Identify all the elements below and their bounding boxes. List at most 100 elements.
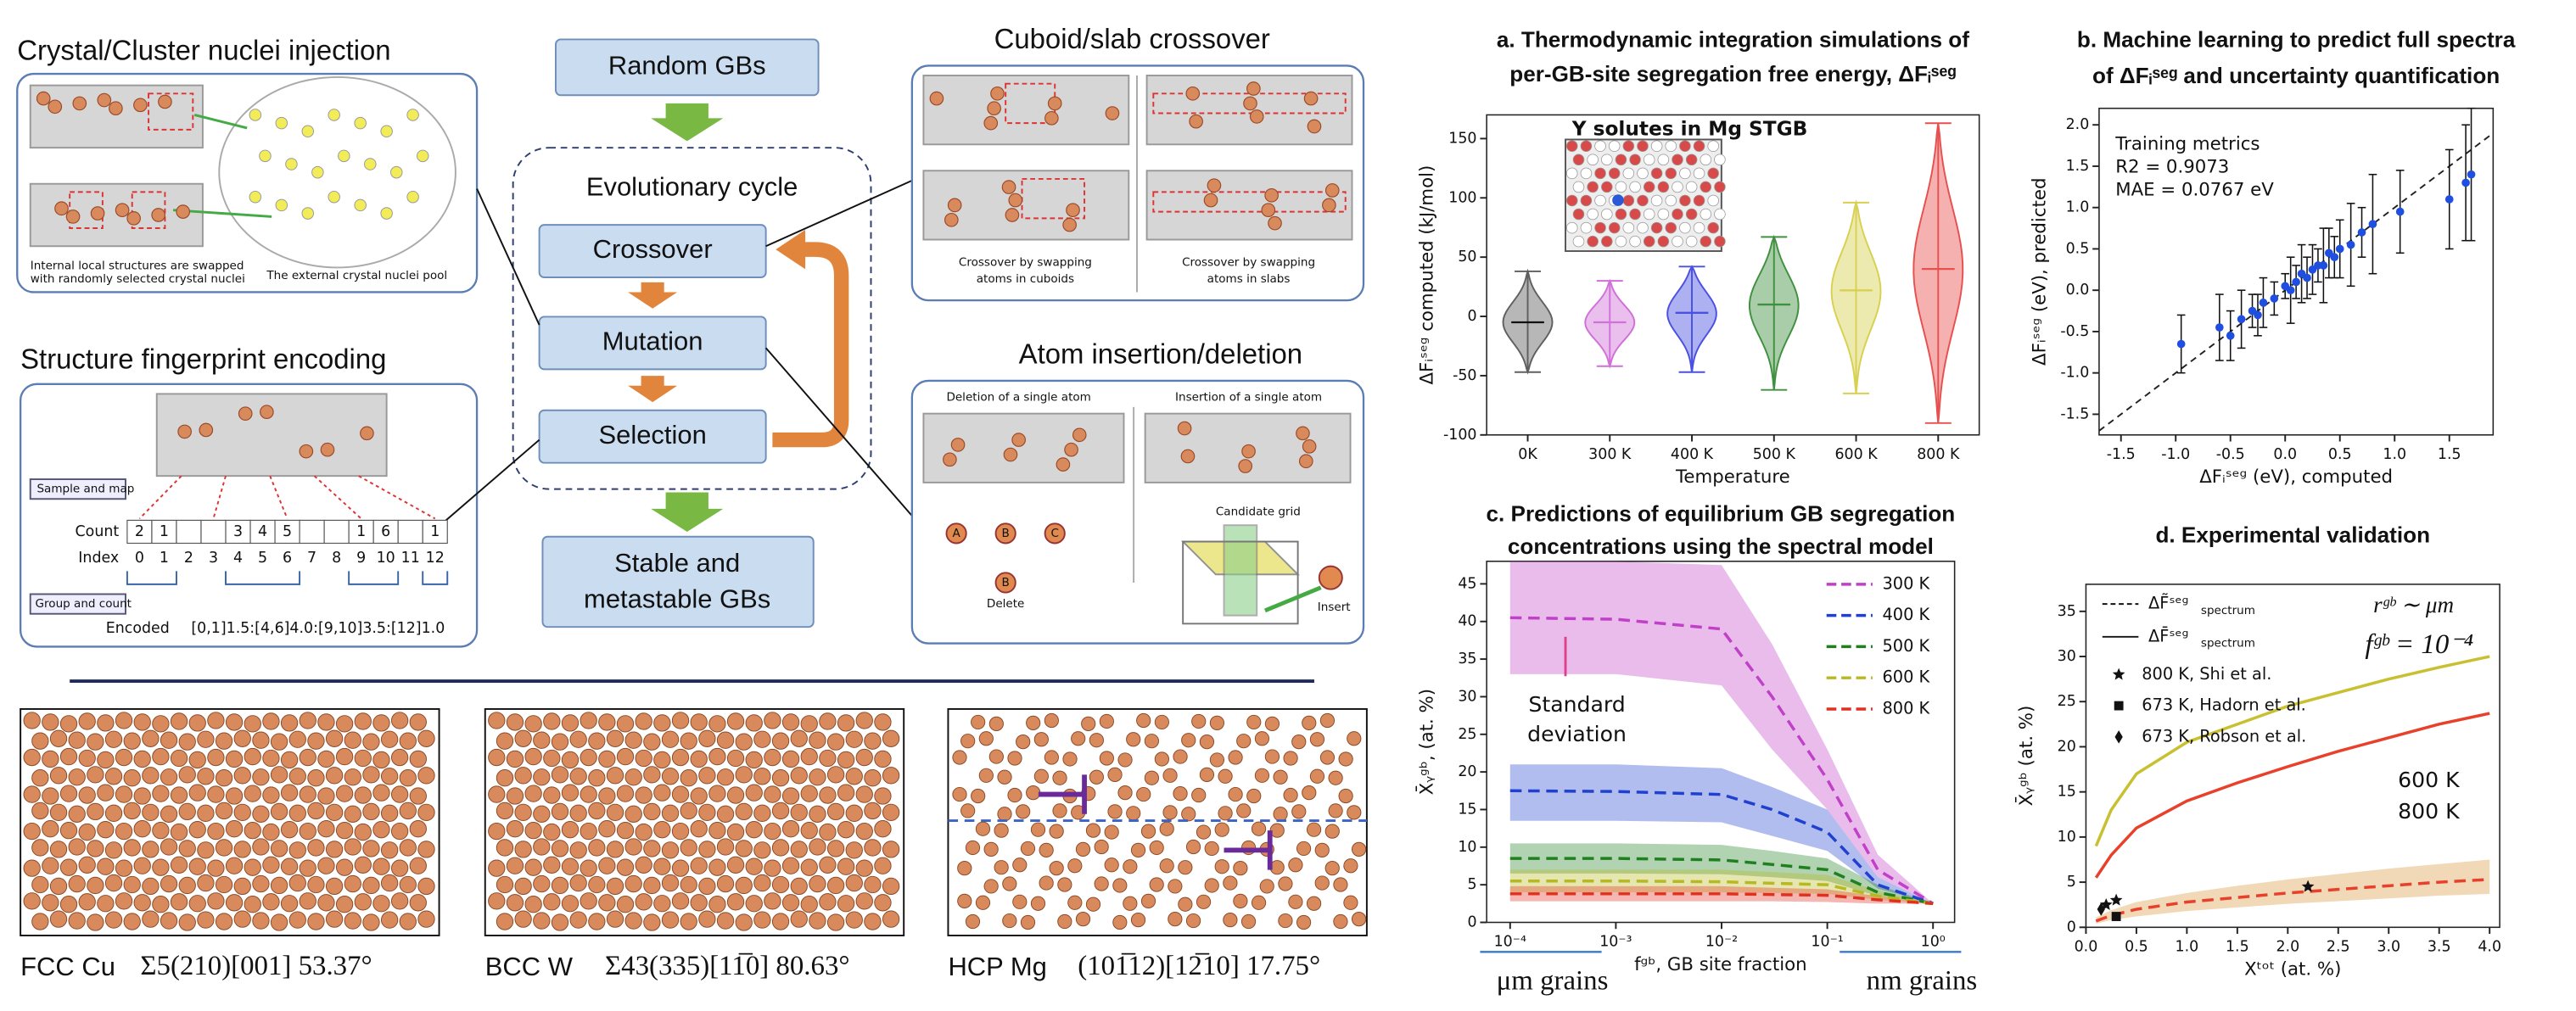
atom: [225, 787, 244, 805]
atom: [380, 841, 399, 859]
atom: [1351, 912, 1367, 927]
y-tick-label: 0: [1467, 914, 1476, 931]
atom: [1049, 861, 1064, 876]
atom-label: B: [1002, 527, 1010, 540]
arrow: [651, 103, 724, 142]
atom: [78, 893, 96, 911]
atom: [152, 896, 170, 913]
y-tick-label: 0.5: [2066, 240, 2090, 257]
atom: [882, 910, 900, 928]
atom: [390, 748, 409, 767]
inset-atom: [1643, 235, 1655, 248]
inset-atom: [1565, 140, 1578, 152]
nucleus: [416, 149, 429, 163]
inset-atom: [1685, 208, 1698, 221]
atom: [708, 858, 726, 876]
atom: [598, 713, 616, 731]
atom: [23, 748, 41, 767]
atom: [994, 823, 1009, 838]
atom: [1283, 787, 1298, 803]
atom: [1085, 823, 1101, 838]
atom: [543, 893, 561, 911]
inset-atom: [1637, 194, 1649, 207]
atom: [325, 877, 344, 896]
group-bracket: [422, 571, 449, 585]
atom: [661, 841, 680, 859]
atom: [307, 875, 325, 894]
inset-atom: [1572, 208, 1585, 221]
atom: [1149, 877, 1164, 892]
atom: [1159, 858, 1174, 874]
atom: [781, 820, 800, 838]
atom: [36, 91, 51, 106]
x-tick-label: -1.5: [2107, 446, 2136, 463]
atom: [1067, 858, 1083, 874]
point: [2303, 273, 2311, 282]
count: 2: [135, 523, 144, 540]
atom: [671, 892, 690, 910]
atom: [344, 805, 361, 823]
atom: [1233, 893, 1248, 908]
atom: [524, 896, 542, 913]
atom: [115, 859, 133, 877]
y-tick-label: -0.5: [2060, 323, 2089, 340]
atom: [417, 910, 435, 928]
atom: [1089, 733, 1104, 748]
atom: [944, 212, 959, 227]
atom: [1162, 805, 1178, 820]
atom: [178, 876, 196, 895]
atom: [1246, 788, 1262, 804]
atom: [123, 913, 141, 930]
grid-plane: [1223, 524, 1258, 617]
annotation: nm grains: [1867, 966, 1978, 997]
atom: [335, 858, 354, 876]
x-tick-label: 300 K: [1588, 446, 1632, 463]
atom: [753, 874, 771, 892]
atom: [929, 91, 944, 106]
point: [2368, 220, 2377, 229]
atom: [262, 823, 280, 841]
atom: [1178, 896, 1193, 912]
atom: [1309, 768, 1325, 784]
count: 1: [160, 523, 169, 540]
inset-atom: [1693, 140, 1705, 152]
index: 0: [135, 550, 144, 567]
atom: [716, 768, 735, 786]
atom: [561, 784, 580, 802]
x-tick-label: 4.0: [2478, 939, 2501, 956]
atom: [1236, 734, 1252, 749]
atom: [1062, 217, 1077, 232]
atom: [59, 785, 78, 802]
atom: [960, 803, 976, 818]
atom: [874, 750, 892, 768]
atom: [1324, 861, 1340, 876]
atom: [1204, 841, 1219, 857]
caption: Crossover by swapping: [1182, 256, 1315, 270]
atom: [1044, 712, 1059, 729]
plot-frame: [1486, 561, 1956, 924]
atom: [1008, 193, 1023, 208]
atom: [1347, 731, 1362, 746]
atom: [160, 912, 178, 930]
count: 3: [233, 523, 243, 540]
atom: [514, 803, 532, 822]
table-cell: [348, 519, 374, 545]
atom: [506, 857, 524, 874]
atom: [160, 874, 178, 893]
atom: [533, 838, 551, 856]
point: [2215, 323, 2224, 332]
atom: [680, 802, 697, 820]
atom: [882, 841, 900, 858]
atom: [598, 894, 616, 912]
atom: [606, 803, 624, 822]
atom: [837, 751, 855, 769]
atom: [197, 730, 215, 748]
atom: [1005, 208, 1020, 222]
atom: [133, 787, 151, 805]
atom: [104, 841, 123, 859]
atom: [1259, 879, 1274, 894]
atom: [680, 875, 697, 894]
legend-sub: spectrum: [2201, 637, 2255, 651]
region: [131, 191, 166, 229]
atom: [874, 787, 892, 805]
